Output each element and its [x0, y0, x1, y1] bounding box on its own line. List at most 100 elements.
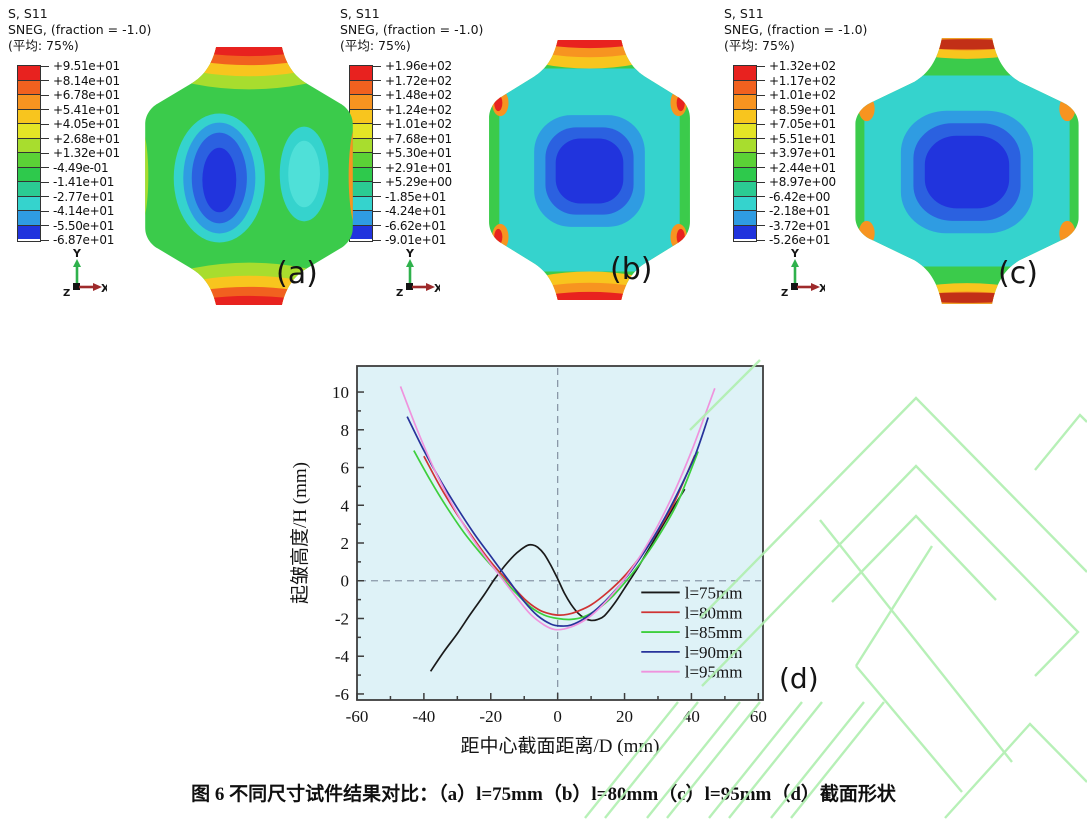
svg-text:l=90mm: l=90mm [685, 643, 743, 662]
colorbar-band [18, 80, 40, 95]
colorbar-tick [756, 65, 765, 67]
colorbar-band [18, 95, 40, 110]
colorbar-band [350, 95, 372, 110]
colorbar-value: +3.97e+01 [769, 146, 836, 160]
svg-text:8: 8 [341, 421, 350, 440]
colorbar-value: +5.51e+01 [769, 131, 836, 146]
colorbar-band [350, 109, 372, 124]
colorbar-band [734, 182, 756, 197]
legend-subtitle: SNEG, (fraction = -1.0) [724, 22, 868, 37]
colorbar-band [18, 225, 40, 239]
figure-caption: 图 6 不同尺寸试件结果对比：（a）l=75mm（b）l=80mm（c）l=95… [191, 784, 896, 805]
contour-bands [855, 38, 1079, 304]
colorbar-band [350, 211, 372, 226]
colorbar-band [350, 167, 372, 182]
colorbar-value: -5.26e+01 [769, 233, 831, 247]
colorbar-value: -6.42e+00 [769, 189, 831, 204]
colorbar-band [18, 66, 40, 81]
colorbar-value: +8.97e+00 [769, 175, 836, 189]
colorbar-tick [372, 138, 381, 139]
colorbar-band [734, 138, 756, 153]
colorbar-value: +1.32e+02 [769, 59, 836, 73]
colorbar-value: -1.41e+01 [53, 175, 115, 189]
colorbar-tick [372, 109, 381, 110]
colorbar-tick [40, 239, 49, 241]
svg-text:l=80mm: l=80mm [685, 603, 743, 622]
triad-z-label: Z [396, 288, 403, 299]
svg-text:20: 20 [616, 707, 633, 726]
legend-title: S, S11 [8, 6, 48, 21]
svg-text:-20: -20 [479, 707, 502, 726]
colorbar-band [350, 80, 372, 95]
svg-text:10: 10 [332, 383, 349, 402]
colorbar-band [18, 153, 40, 168]
colorbar-band [18, 124, 40, 139]
colorbar-value: -2.18e+01 [769, 204, 831, 218]
svg-text:-4: -4 [335, 647, 350, 666]
axis-triad-icon: Y Z X [781, 247, 825, 299]
legend-average: (平均: 75%) [724, 38, 795, 53]
x-axis-title: 距中心截面距离/D (mm) [461, 735, 660, 757]
colorbar-bands [17, 65, 41, 242]
colorbar-band [734, 80, 756, 95]
colorbar-band [350, 124, 372, 139]
colorbar-tick [756, 94, 765, 96]
colorbar-tick [40, 210, 49, 212]
colorbar-value: -3.72e+01 [769, 218, 831, 233]
colorbar-tick [40, 181, 49, 183]
colorbar-tick [756, 181, 765, 183]
triad-y-label: Y [72, 247, 82, 260]
colorbar-value: +1.72e+02 [385, 73, 452, 88]
colorbar-tick [372, 123, 381, 125]
colorbar-value: +5.29e+00 [385, 175, 452, 189]
colorbar-value: +8.59e+01 [769, 102, 836, 117]
colorbar-band [350, 66, 372, 81]
axis-triad-icon: Y Z X [63, 247, 107, 299]
svg-text:40: 40 [683, 707, 700, 726]
triad-z-label: Z [63, 288, 70, 299]
triad-x-label: X [819, 282, 825, 295]
legend-subtitle: SNEG, (fraction = -1.0) [340, 22, 484, 37]
colorbar-value: -4.49e-01 [53, 160, 109, 175]
colorbar-value: -4.14e+01 [53, 204, 115, 218]
axis-ticks [356, 391, 760, 700]
colorbar-tick [756, 239, 765, 241]
contour-plot-a [145, 47, 353, 305]
colorbar-value: -5.50e+01 [53, 218, 115, 233]
colorbar-band [734, 109, 756, 124]
colorbar-band [350, 138, 372, 153]
colorbar-band [734, 196, 756, 211]
colorbar-value: +4.05e+01 [53, 117, 120, 131]
triad-x-label: X [434, 282, 440, 295]
colorbar-value: -6.62e+01 [385, 218, 447, 233]
contour-bands [145, 47, 353, 305]
colorbar-tick [40, 167, 49, 168]
colorbar-value: -4.24e+01 [385, 204, 447, 218]
triad-z-label: Z [781, 288, 788, 299]
colorbar-band [734, 153, 756, 168]
triad-y-label: Y [790, 247, 800, 260]
svg-text:-60: -60 [346, 707, 369, 726]
colorbar-value: +5.30e+01 [385, 146, 452, 160]
colorbar-tick [372, 181, 381, 183]
colorbar-band [734, 211, 756, 226]
colorbar-tick [40, 80, 49, 81]
svg-text:l=75mm: l=75mm [685, 583, 743, 602]
colorbar-tick [756, 225, 765, 226]
colorbar-tick [372, 225, 381, 226]
triad-x-label: X [101, 282, 107, 295]
colorbar-value: -6.87e+01 [53, 233, 115, 247]
colorbar-band [18, 211, 40, 226]
colorbar-tick [372, 210, 381, 212]
colorbar-band [734, 66, 756, 81]
svg-text:6: 6 [341, 459, 350, 478]
series-l=90mm [406, 416, 710, 627]
colorbar-bands [349, 65, 373, 242]
svg-text:l=95mm: l=95mm [685, 663, 743, 682]
colorbar-value: +2.91e+01 [385, 160, 452, 175]
colorbar-value: -2.77e+01 [53, 189, 115, 204]
colorbar-value: +7.68e+01 [385, 131, 452, 146]
colorbar-tick [756, 123, 765, 125]
colorbar-value: +1.24e+02 [385, 102, 452, 117]
colorbar-value: +2.68e+01 [53, 131, 120, 146]
